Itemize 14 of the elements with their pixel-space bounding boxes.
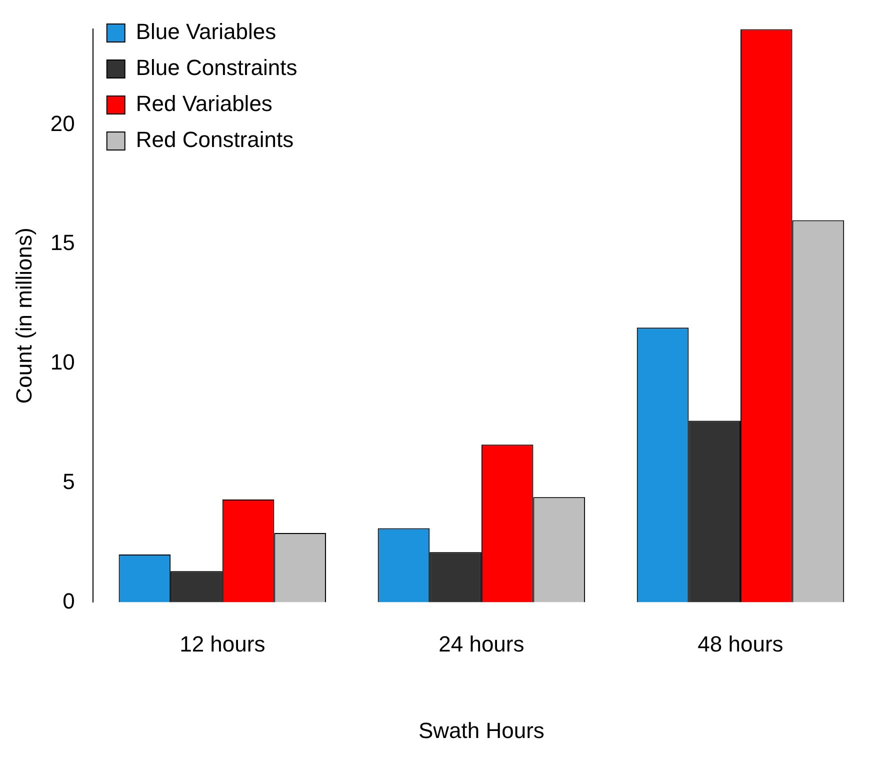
y-tick-label: 15 (50, 230, 75, 256)
x-tick-label: 24 hours (438, 631, 524, 656)
x-tick-label: 12 hours (180, 631, 266, 656)
y-tick-label: 10 (50, 350, 75, 375)
legend-label: Blue Variables (136, 19, 276, 44)
legend-label: Red Constraints (136, 127, 294, 152)
legend-label: Red Variables (136, 91, 272, 116)
y-tick-label: 0 (62, 588, 75, 614)
y-tick-label: 5 (62, 468, 75, 494)
x-axis-title: Swath Hours (418, 718, 544, 743)
x-tick-label: 48 hours (698, 631, 784, 656)
legend-label: Blue Constraints (136, 55, 298, 80)
y-tick-label: 20 (50, 110, 75, 136)
y-axis-title: Count (in millions) (11, 228, 36, 404)
